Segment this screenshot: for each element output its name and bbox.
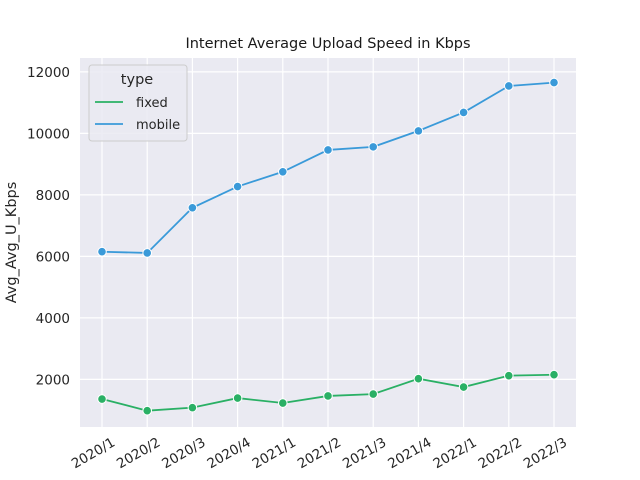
y-tick-label: 2000 [36,372,70,388]
x-tick-label: 2022/1 [430,435,479,473]
data-point-fixed [413,373,424,384]
x-tick-label: 2020/1 [69,435,118,473]
data-point-fixed [232,393,243,403]
data-point-mobile [187,202,198,213]
y-tick-label: 12000 [27,65,70,81]
data-point-fixed [323,391,333,401]
data-point-mobile [413,126,424,136]
data-point-mobile [97,246,107,257]
legend-label-mobile: mobile [136,118,180,133]
data-point-fixed [549,369,559,380]
data-point-mobile [504,81,514,91]
y-tick-label: 4000 [36,311,70,327]
x-tick-label: 2021/3 [340,435,389,473]
x-tick-label: 2022/2 [476,435,525,473]
data-point-mobile [549,77,559,88]
y-tick-labels: 2000 4000 6000 8000 10000 12000 [27,65,70,388]
x-tick-label: 2020/3 [159,435,208,473]
data-point-fixed [278,398,288,408]
y-tick-label: 10000 [27,126,70,142]
data-point-mobile [278,166,288,177]
legend-title: type [121,72,153,88]
x-tick-label: 2020/2 [114,435,163,473]
data-point-fixed [142,405,152,416]
legend-label-fixed: fixed [136,96,168,111]
data-point-fixed [504,370,514,381]
legend-box [88,64,188,142]
chart-title: Internet Average Upload Speed in Kbps [185,36,470,52]
data-point-mobile [232,181,243,192]
data-point-fixed [97,394,107,404]
x-tick-label: 2021/1 [250,435,299,473]
data-point-mobile [458,107,469,118]
data-point-fixed [187,402,198,413]
data-point-fixed [368,389,379,399]
legend: type fixed mobile [88,64,188,142]
y-tick-label: 6000 [36,249,70,265]
y-tick-label: 8000 [36,188,70,204]
data-point-mobile [323,145,333,155]
x-tick-labels: 2020/12020/22020/32020/42021/12021/22021… [69,435,570,473]
data-point-mobile [368,142,379,152]
x-tick-label: 2022/3 [521,435,570,473]
x-tick-label: 2020/4 [204,435,253,473]
x-tick-label: 2021/4 [385,435,434,473]
series-mobile [97,77,559,258]
x-tick-label: 2021/2 [295,435,344,473]
y-axis-label: Avg_Avg_U_Kbps [4,182,20,304]
series-group [97,77,559,416]
data-point-mobile [142,248,152,258]
data-point-fixed [458,382,469,392]
series-fixed [97,369,559,416]
